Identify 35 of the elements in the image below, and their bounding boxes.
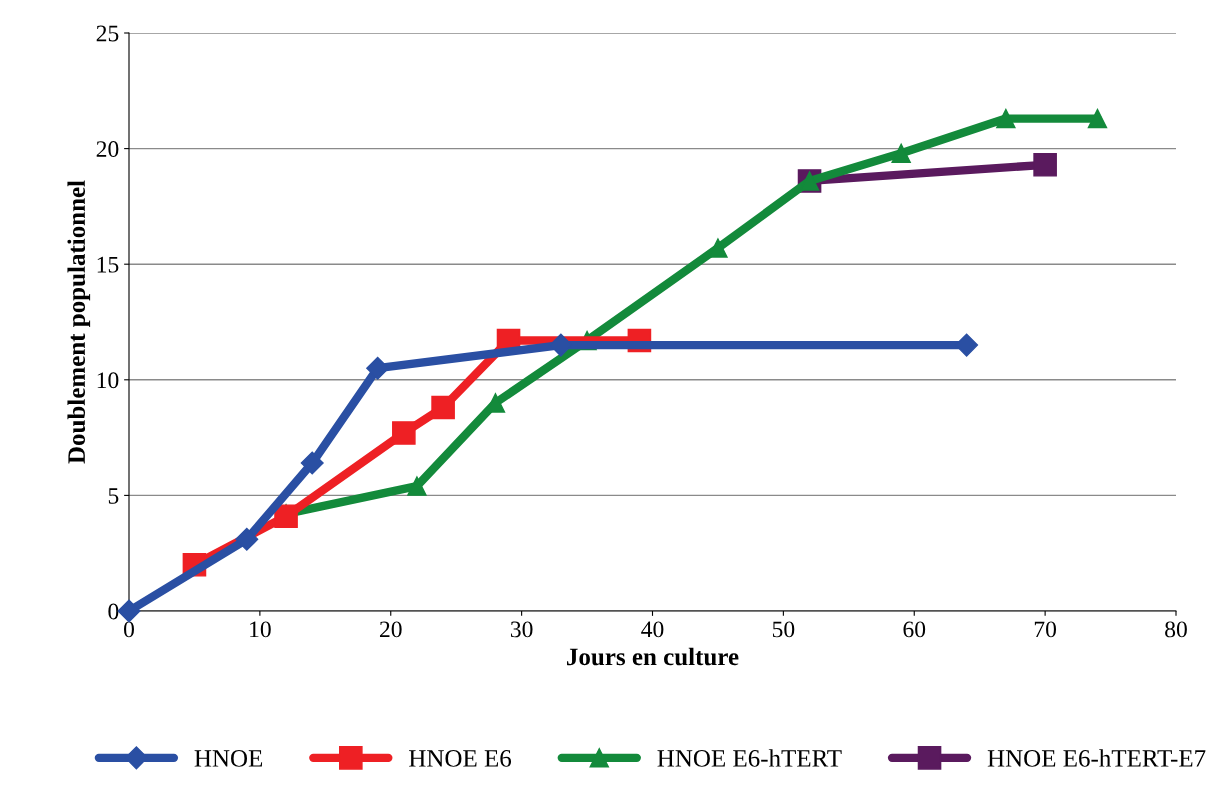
y-tick-label: 0 (108, 603, 119, 620)
legend-label: HNOE E6-hTERT (657, 749, 842, 767)
legend-label: HNOE E6-hTERT-E7 (987, 749, 1206, 767)
point (235, 527, 259, 551)
x-tick-label: 50 (772, 621, 795, 638)
x-tick-label: 80 (1165, 621, 1187, 638)
point (891, 143, 911, 163)
x-tick-label: 40 (641, 621, 664, 638)
y-tick-label: 25 (96, 25, 119, 42)
x-tick-label: 60 (903, 621, 926, 638)
y-tick-label: 5 (108, 488, 119, 504)
point (431, 395, 455, 420)
y-tick-label: 10 (97, 372, 119, 389)
x-tick-label: 20 (379, 621, 402, 638)
point (117, 599, 141, 623)
y-tick-label: 20 (96, 141, 119, 158)
point (1087, 108, 1108, 129)
point (407, 476, 427, 496)
x-tick-label: 30 (510, 621, 533, 638)
legend-label: HNOE E6 (409, 750, 512, 767)
point (274, 504, 298, 529)
point (300, 451, 324, 475)
point (955, 333, 979, 357)
x-axis-title: Jours en culture (567, 647, 739, 666)
point (996, 108, 1016, 129)
point (1033, 152, 1057, 177)
y-tick-label: 15 (97, 256, 119, 273)
x-tick-label: 0 (124, 621, 134, 638)
x-tick-label: 10 (250, 621, 271, 638)
point (392, 421, 416, 445)
y-axis-title: Doublement populationnel (67, 180, 91, 464)
x-tick-label: 70 (1034, 621, 1057, 638)
legend-label: HNOE (194, 750, 263, 767)
point (708, 238, 728, 258)
point (366, 356, 390, 380)
